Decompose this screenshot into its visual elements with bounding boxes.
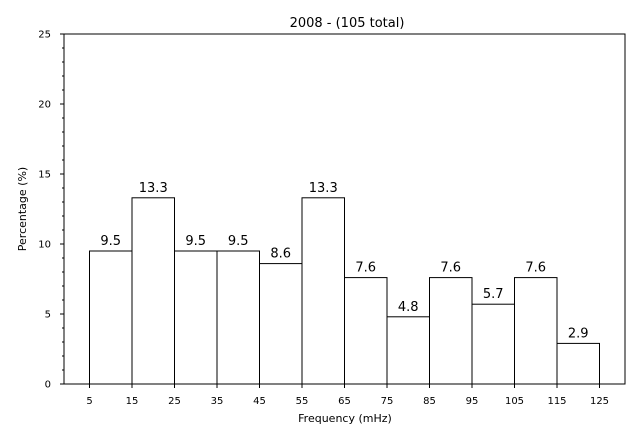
bar-55-65	[301, 197, 345, 385]
y-tick-label: 10	[38, 240, 51, 251]
y-tick-label: 5	[45, 310, 51, 321]
bar-labels-group: 9.5 13.3 9.5 9.5 8.6 13.3 7.6 4.8 7.6 5.7 7.6 2.9	[100, 181, 588, 342]
x-tick-label: 95	[466, 396, 479, 407]
chart-title: 2008 - (105 total)	[290, 16, 405, 31]
x-axis-label: Frequency (mHz)	[298, 412, 392, 425]
plot-frame	[63, 33, 626, 385]
x-tick-label: 75	[381, 396, 394, 407]
bar-value-label: 9.5	[228, 234, 249, 249]
bar-value-label: 8.6	[270, 247, 291, 262]
bar-35-45	[216, 250, 260, 385]
bar-25-35	[174, 250, 218, 385]
x-tick-label: 45	[253, 396, 266, 407]
bar-value-label: 13.3	[309, 181, 338, 196]
x-tick-label: 115	[547, 396, 566, 407]
bar-value-label: 7.6	[355, 261, 376, 276]
bar-5-15	[89, 250, 133, 385]
bar-75-85	[386, 316, 430, 385]
x-axis: 5 15 25 35 45 55 65 75 85 95 105 115 125	[86, 384, 609, 407]
x-tick-label: 85	[423, 396, 436, 407]
x-tick-label: 5	[86, 396, 92, 407]
bar-15-25	[131, 197, 175, 385]
y-tick-label: 25	[38, 30, 51, 41]
y-tick-label: 15	[38, 170, 51, 181]
bar-value-label: 9.5	[100, 234, 121, 249]
y-tick-label: 0	[45, 380, 51, 391]
y-axis: 0 5 10 15 20 25	[38, 30, 64, 391]
bars-group	[89, 197, 600, 385]
bar-65-75	[344, 277, 388, 385]
bar-value-label: 4.8	[398, 300, 419, 315]
bar-value-label: 9.5	[185, 234, 206, 249]
bar-115-125	[556, 342, 600, 385]
bar-value-label: 5.7	[483, 287, 504, 302]
x-tick-label: 105	[505, 396, 524, 407]
bar-95-105	[471, 303, 515, 385]
bar-value-label: 2.9	[568, 326, 589, 341]
y-axis-label: Percentage (%)	[16, 167, 29, 251]
bar-85-95	[429, 277, 473, 385]
bar-value-label: 7.6	[525, 261, 546, 276]
bar-value-label: 7.6	[440, 261, 461, 276]
bar-45-55	[259, 263, 303, 385]
x-tick-label: 125	[590, 396, 609, 407]
x-tick-label: 55	[296, 396, 309, 407]
bar-105-115	[514, 277, 558, 385]
x-tick-label: 35	[211, 396, 224, 407]
y-tick-label: 20	[38, 100, 51, 111]
x-tick-label: 65	[338, 396, 351, 407]
x-tick-label: 25	[168, 396, 181, 407]
bar-value-label: 13.3	[139, 181, 168, 196]
x-tick-label: 15	[126, 396, 139, 407]
